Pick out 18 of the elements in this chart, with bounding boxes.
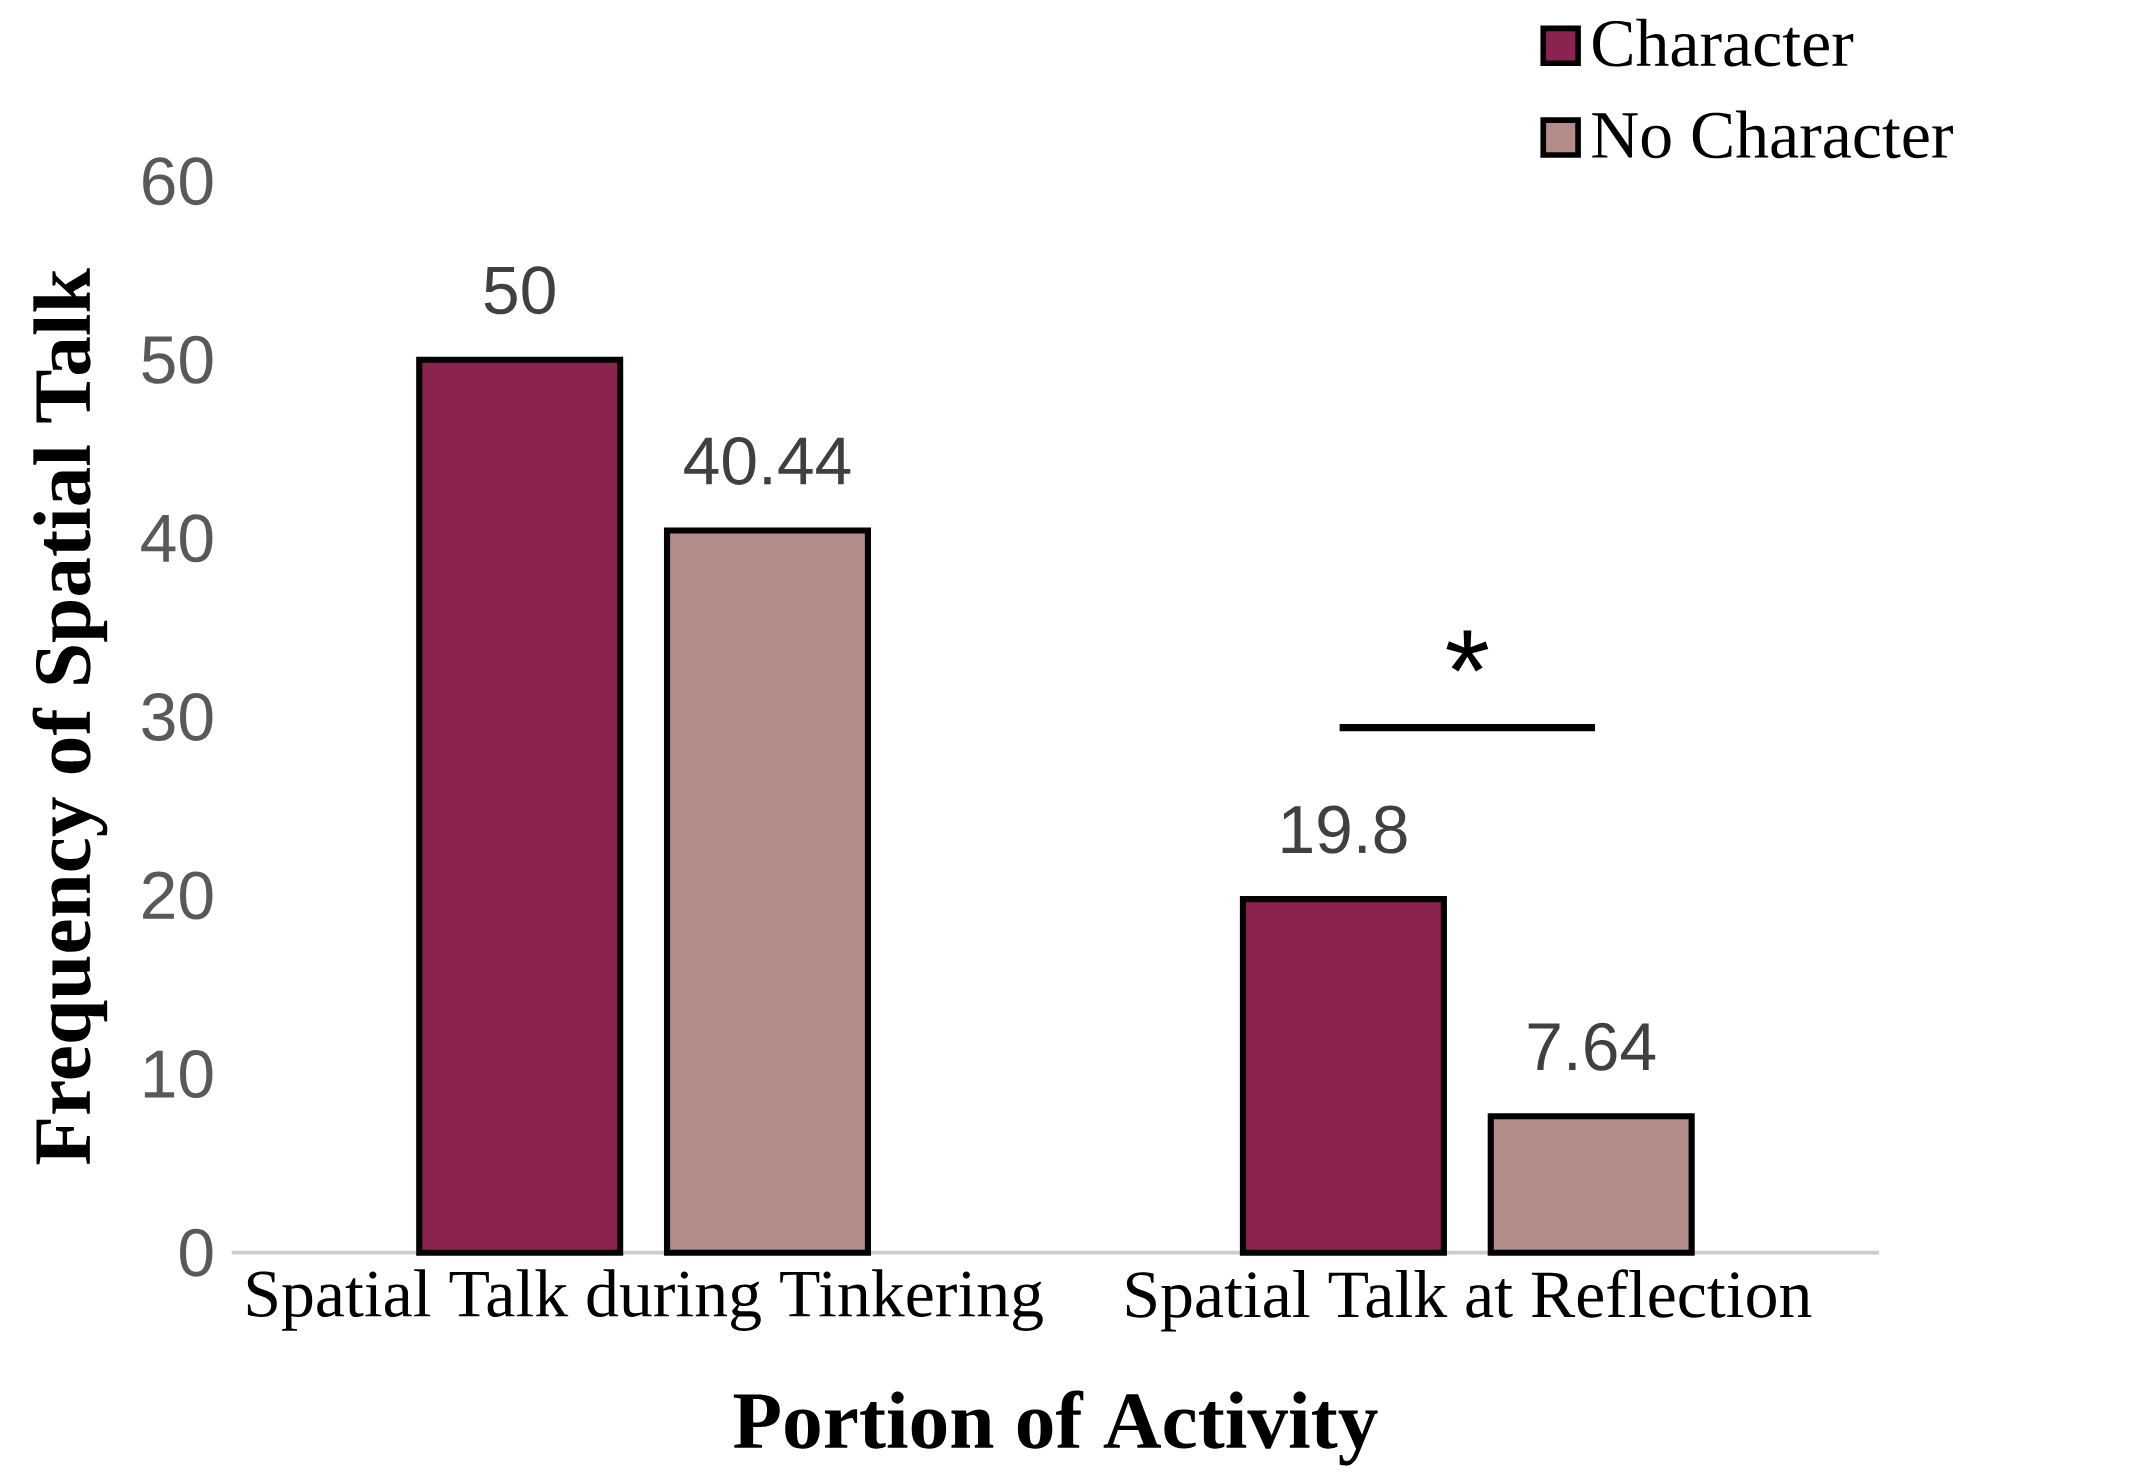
x-axis-title: Portion of Activity	[733, 1390, 1378, 1466]
y-tick-label: 30	[142, 692, 213, 741]
y-tick-label: 10	[144, 1050, 213, 1099]
data-label: 50	[484, 266, 555, 315]
annotation: *	[1446, 630, 1489, 672]
y-tick-label: 50	[142, 335, 213, 384]
y-tick-label: 0	[180, 1228, 213, 1277]
data-label: 40.44	[684, 436, 851, 485]
y-tick-label: 60	[143, 157, 213, 206]
legend-label: Character	[1593, 18, 1854, 67]
legend-label: No Character	[1592, 110, 1953, 159]
y-tick-label: 40	[141, 514, 213, 563]
y-tick-label: 20	[143, 871, 213, 920]
x-tick-label: Spatial Talk during Tinkering	[247, 1269, 1043, 1331]
x-tick-label: Spatial Talk at Reflection	[1126, 1269, 1812, 1332]
data-label: 7.64	[1528, 1022, 1656, 1071]
y-axis-title: Frequency of Spatial Talk	[32, 268, 108, 1165]
data-label: 19.8	[1282, 805, 1407, 854]
